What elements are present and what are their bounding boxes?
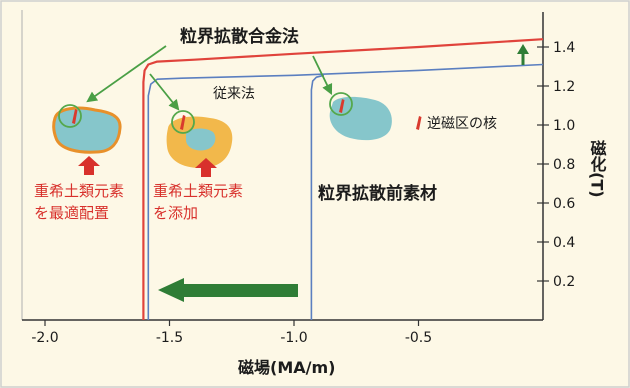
curves <box>142 38 544 320</box>
nucleus-highlight-circle <box>58 104 82 128</box>
y-tick-label: 1.2 <box>553 79 575 95</box>
x-tick-label: -1.0 <box>280 330 307 346</box>
nucleus-icon <box>180 115 186 130</box>
pointer-arrow-mid-grain <box>149 73 180 111</box>
red-up-arrow-left <box>78 156 100 175</box>
label-pre-diffusion-material: 粒界拡散前素材 <box>318 183 437 204</box>
nucleus-highlight-circle <box>329 92 353 116</box>
x-ticks: -2.0 -1.5 -1.0 -0.5 <box>31 320 432 346</box>
y-tick-label: 0.2 <box>553 274 575 290</box>
y-tick-label: 0.4 <box>553 235 575 251</box>
label-grain-boundary-diffusion-alloy: 粒界拡散合金法 <box>180 26 299 47</box>
legend-nucleus-label: 逆磁区の核 <box>427 116 497 132</box>
coercivity-increase-arrow <box>158 278 298 302</box>
y-axis-label: 磁化(T) <box>588 139 607 197</box>
red-up-arrow-mid <box>195 158 217 177</box>
x-tick-label: -0.5 <box>405 330 432 346</box>
y-tick-label: 1.4 <box>553 40 575 56</box>
nucleus-highlight-circle <box>171 110 195 134</box>
magnetization-increase-arrow-head <box>517 44 529 54</box>
left-grain-note-line2: を最適配置 <box>34 204 109 222</box>
curve-series-2 <box>310 74 325 320</box>
grain-pre-diffusion <box>329 96 392 141</box>
x-tick-label: -2.0 <box>31 330 58 346</box>
y-tick-label: 0.8 <box>553 157 575 173</box>
mid-grain-note-line2: を添加 <box>153 204 198 222</box>
pointer-arrow-left-grain <box>86 45 167 103</box>
label-conventional: 従来法 <box>213 86 255 102</box>
y-tick-label: 0.6 <box>553 196 575 212</box>
mid-grain-note-line1: 重希土類元素 <box>153 182 243 200</box>
x-axis-label: 磁場(MA/m) <box>238 358 335 377</box>
legend-nucleus-icon <box>416 116 422 130</box>
x-tick-label: -1.5 <box>156 330 183 346</box>
nucleus-icon <box>339 99 345 113</box>
grain-added-core <box>186 128 216 151</box>
pointer-arrow-right-grain <box>312 55 333 95</box>
left-grain-note-line1: 重希土類元素 <box>34 182 124 200</box>
curve-series-1 <box>147 63 544 320</box>
y-ticks: 0.2 0.4 0.6 0.8 1.0 1.2 1.4 <box>537 40 575 290</box>
nucleus-icon <box>72 109 78 124</box>
grain-optimized <box>52 106 122 154</box>
curve-series-0 <box>142 38 544 320</box>
y-tick-label: 1.0 <box>553 118 575 134</box>
